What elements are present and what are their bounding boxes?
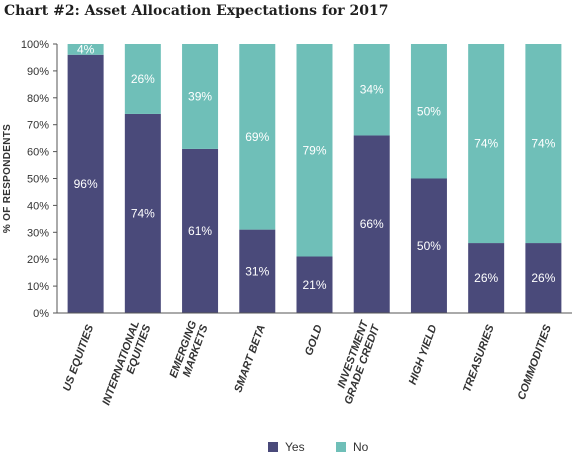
bar-yes-segment xyxy=(296,256,333,313)
bar-yes-segment xyxy=(468,243,505,313)
bar-value-label: 34% xyxy=(360,83,384,97)
bar-no-segment xyxy=(468,44,505,244)
y-tick-label: 70% xyxy=(27,120,49,132)
x-category-label-line: SMART BETA xyxy=(232,323,268,394)
bar-value-label: 74% xyxy=(531,137,555,151)
bar-value-label: 26% xyxy=(131,72,155,86)
y-tick-label: 90% xyxy=(27,66,49,78)
y-tick-label: 10% xyxy=(27,281,49,293)
y-tick-label: 40% xyxy=(27,200,49,212)
legend-swatch-no xyxy=(336,442,346,452)
x-category-label-line: HIGH YIELD xyxy=(407,323,440,386)
y-tick-label: 100% xyxy=(21,39,49,51)
bar-value-label: 50% xyxy=(417,104,441,118)
y-axis-label: % OF RESPONDENTS xyxy=(2,124,13,233)
bars: 96% 4% 74% 26% 61% 39% 31% 69% 21% 79% 66% 34% 50% 50… xyxy=(67,42,562,313)
bar-value-label: 74% xyxy=(474,137,498,151)
bar-value-label: 31% xyxy=(245,264,269,278)
bar-value-label: 21% xyxy=(302,278,326,292)
bar-no-segment xyxy=(353,44,390,136)
x-category-label-line: COMMODITIES xyxy=(516,323,554,402)
bar-no-segment xyxy=(67,44,104,55)
legend-label-yes: Yes xyxy=(285,440,305,454)
bar-yes-segment xyxy=(182,148,219,313)
bar-yes-segment xyxy=(353,135,390,313)
x-category-label-line: US EQUITIES xyxy=(61,323,96,393)
y-tick-label: 20% xyxy=(27,254,49,266)
bar-value-label: 61% xyxy=(188,224,212,238)
bar-value-label: 74% xyxy=(131,206,155,220)
bar-yes-segment xyxy=(124,113,161,313)
bar-no-segment xyxy=(239,44,276,230)
bar-yes-segment xyxy=(67,54,104,313)
x-category-label-line: GOLD xyxy=(303,323,325,357)
bar-value-label: 66% xyxy=(360,217,384,231)
y-axis: 0% 10% 20% 30% 40% 50% 60% 70% 80% 90% 100% xyxy=(21,39,58,320)
x-category-label: US EQUITIES xyxy=(61,323,96,393)
legend-label-no: No xyxy=(353,440,369,454)
legend: Yes No xyxy=(268,440,369,454)
y-tick-label: 50% xyxy=(27,174,49,186)
y-tick-label: 30% xyxy=(27,227,49,239)
chart-title: Chart #2: Asset Allocation Expectations … xyxy=(4,3,389,19)
bar-yes-segment xyxy=(239,229,276,313)
x-category-label: COMMODITIES xyxy=(516,323,554,402)
x-category-label: HIGH YIELD xyxy=(407,323,440,386)
x-category-label: SMART BETA xyxy=(232,323,268,394)
bar-value-label: 69% xyxy=(245,130,269,144)
bar-value-label: 39% xyxy=(188,89,212,103)
legend-swatch-yes xyxy=(268,442,278,452)
bar-value-label: 4% xyxy=(77,42,95,56)
bar-value-label: 79% xyxy=(302,143,326,157)
x-category-label: TREASURIES xyxy=(461,323,497,394)
y-tick-label: 80% xyxy=(27,93,49,105)
bar-yes-segment xyxy=(410,178,447,313)
bar-value-label: 50% xyxy=(417,239,441,253)
bar-no-segment xyxy=(525,44,562,244)
bar-value-label: 26% xyxy=(531,271,555,285)
y-tick-label: 60% xyxy=(27,147,49,159)
bar-no-segment xyxy=(124,44,161,114)
bar-value-label: 26% xyxy=(474,271,498,285)
x-category-label: GOLD xyxy=(303,323,325,357)
y-tick-label: 0% xyxy=(33,308,49,320)
x-category-label-line: TREASURIES xyxy=(461,323,497,394)
bar-value-label: 96% xyxy=(74,177,98,191)
bar-yes-segment xyxy=(525,243,562,313)
bar-no-segment xyxy=(182,44,219,149)
bar-no-segment xyxy=(410,44,447,179)
bar-no-segment xyxy=(296,44,333,257)
